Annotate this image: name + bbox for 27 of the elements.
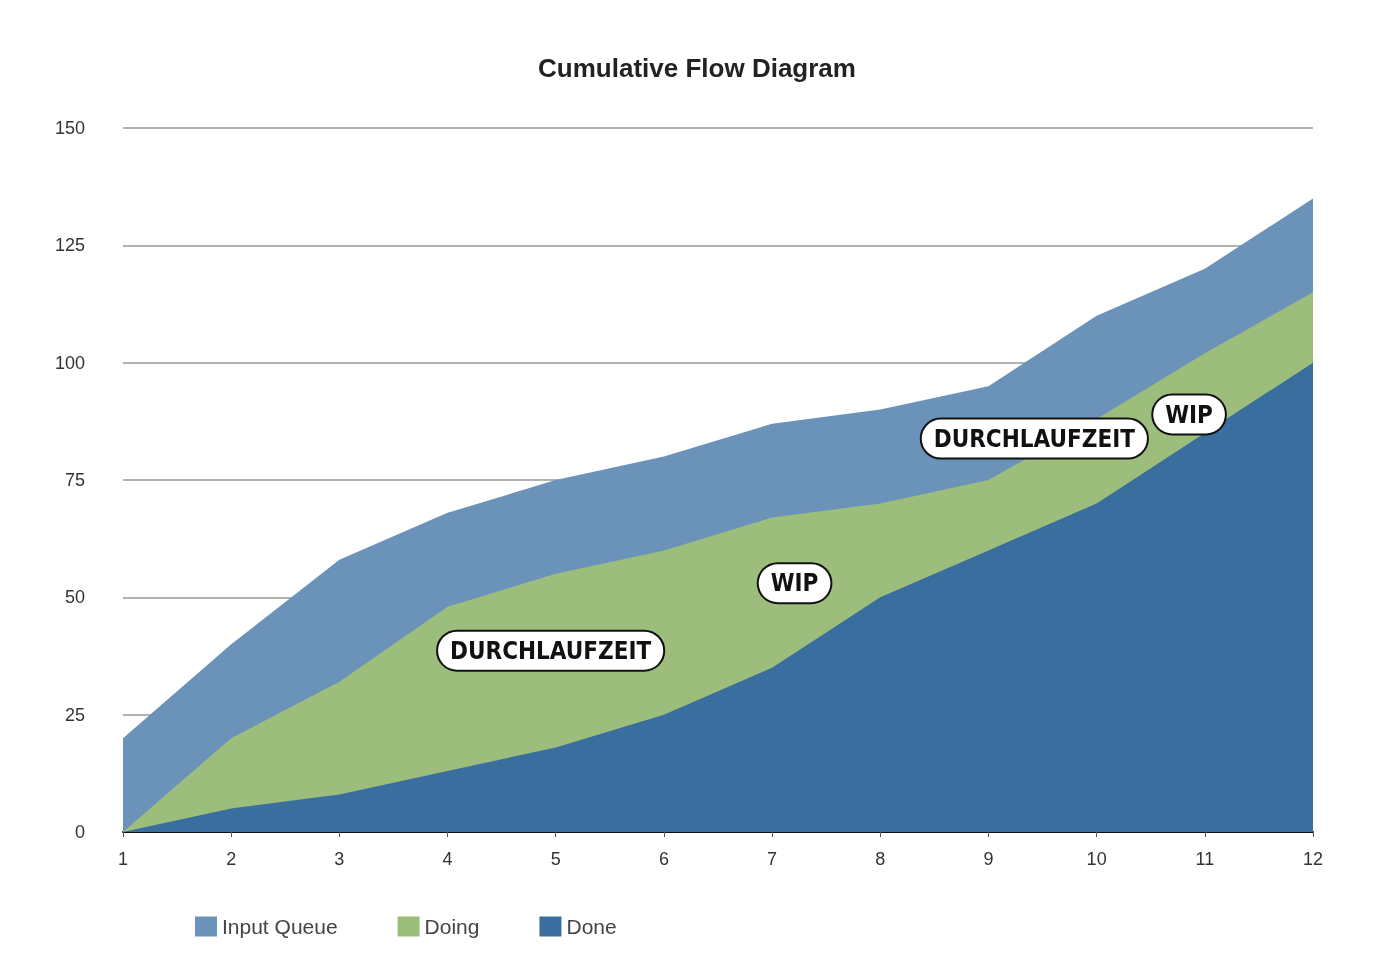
legend-label: Done xyxy=(566,915,617,938)
y-tick-label: 100 xyxy=(54,352,85,373)
y-tick-label: 0 xyxy=(74,822,85,842)
annotation: DURCHLAUFZEIT xyxy=(450,636,652,665)
chart-title: Cumulative Flow Diagram xyxy=(538,53,856,83)
y-tick-label: 150 xyxy=(54,118,85,138)
y-tick-label: 75 xyxy=(64,470,85,490)
x-tick-label: 8 xyxy=(875,849,886,869)
y-tick-label: 125 xyxy=(54,235,85,256)
y-tick-label: 25 xyxy=(64,704,85,725)
x-tick-label: 9 xyxy=(983,849,994,869)
x-tick-label: 2 xyxy=(226,849,237,869)
x-tick-label: 3 xyxy=(334,849,345,869)
x-tick-label: 6 xyxy=(658,849,669,869)
x-tick-label: 10 xyxy=(1086,849,1107,869)
y-tick-label: 50 xyxy=(64,587,85,608)
x-tick-label: 4 xyxy=(442,849,453,869)
x-tick-label: 11 xyxy=(1195,849,1215,869)
annotation: WIP xyxy=(1165,400,1213,429)
legend-label: Input Queue xyxy=(222,915,338,938)
x-tick-label: 12 xyxy=(1302,849,1324,869)
annotation: WIP xyxy=(770,569,819,598)
annotation: DURCHLAUFZEIT xyxy=(933,424,1136,453)
x-tick-label: 7 xyxy=(767,849,778,869)
x-tick-label: 5 xyxy=(550,849,561,869)
x-tick-label: 1 xyxy=(117,849,129,869)
legend-label: Doing xyxy=(424,915,480,938)
